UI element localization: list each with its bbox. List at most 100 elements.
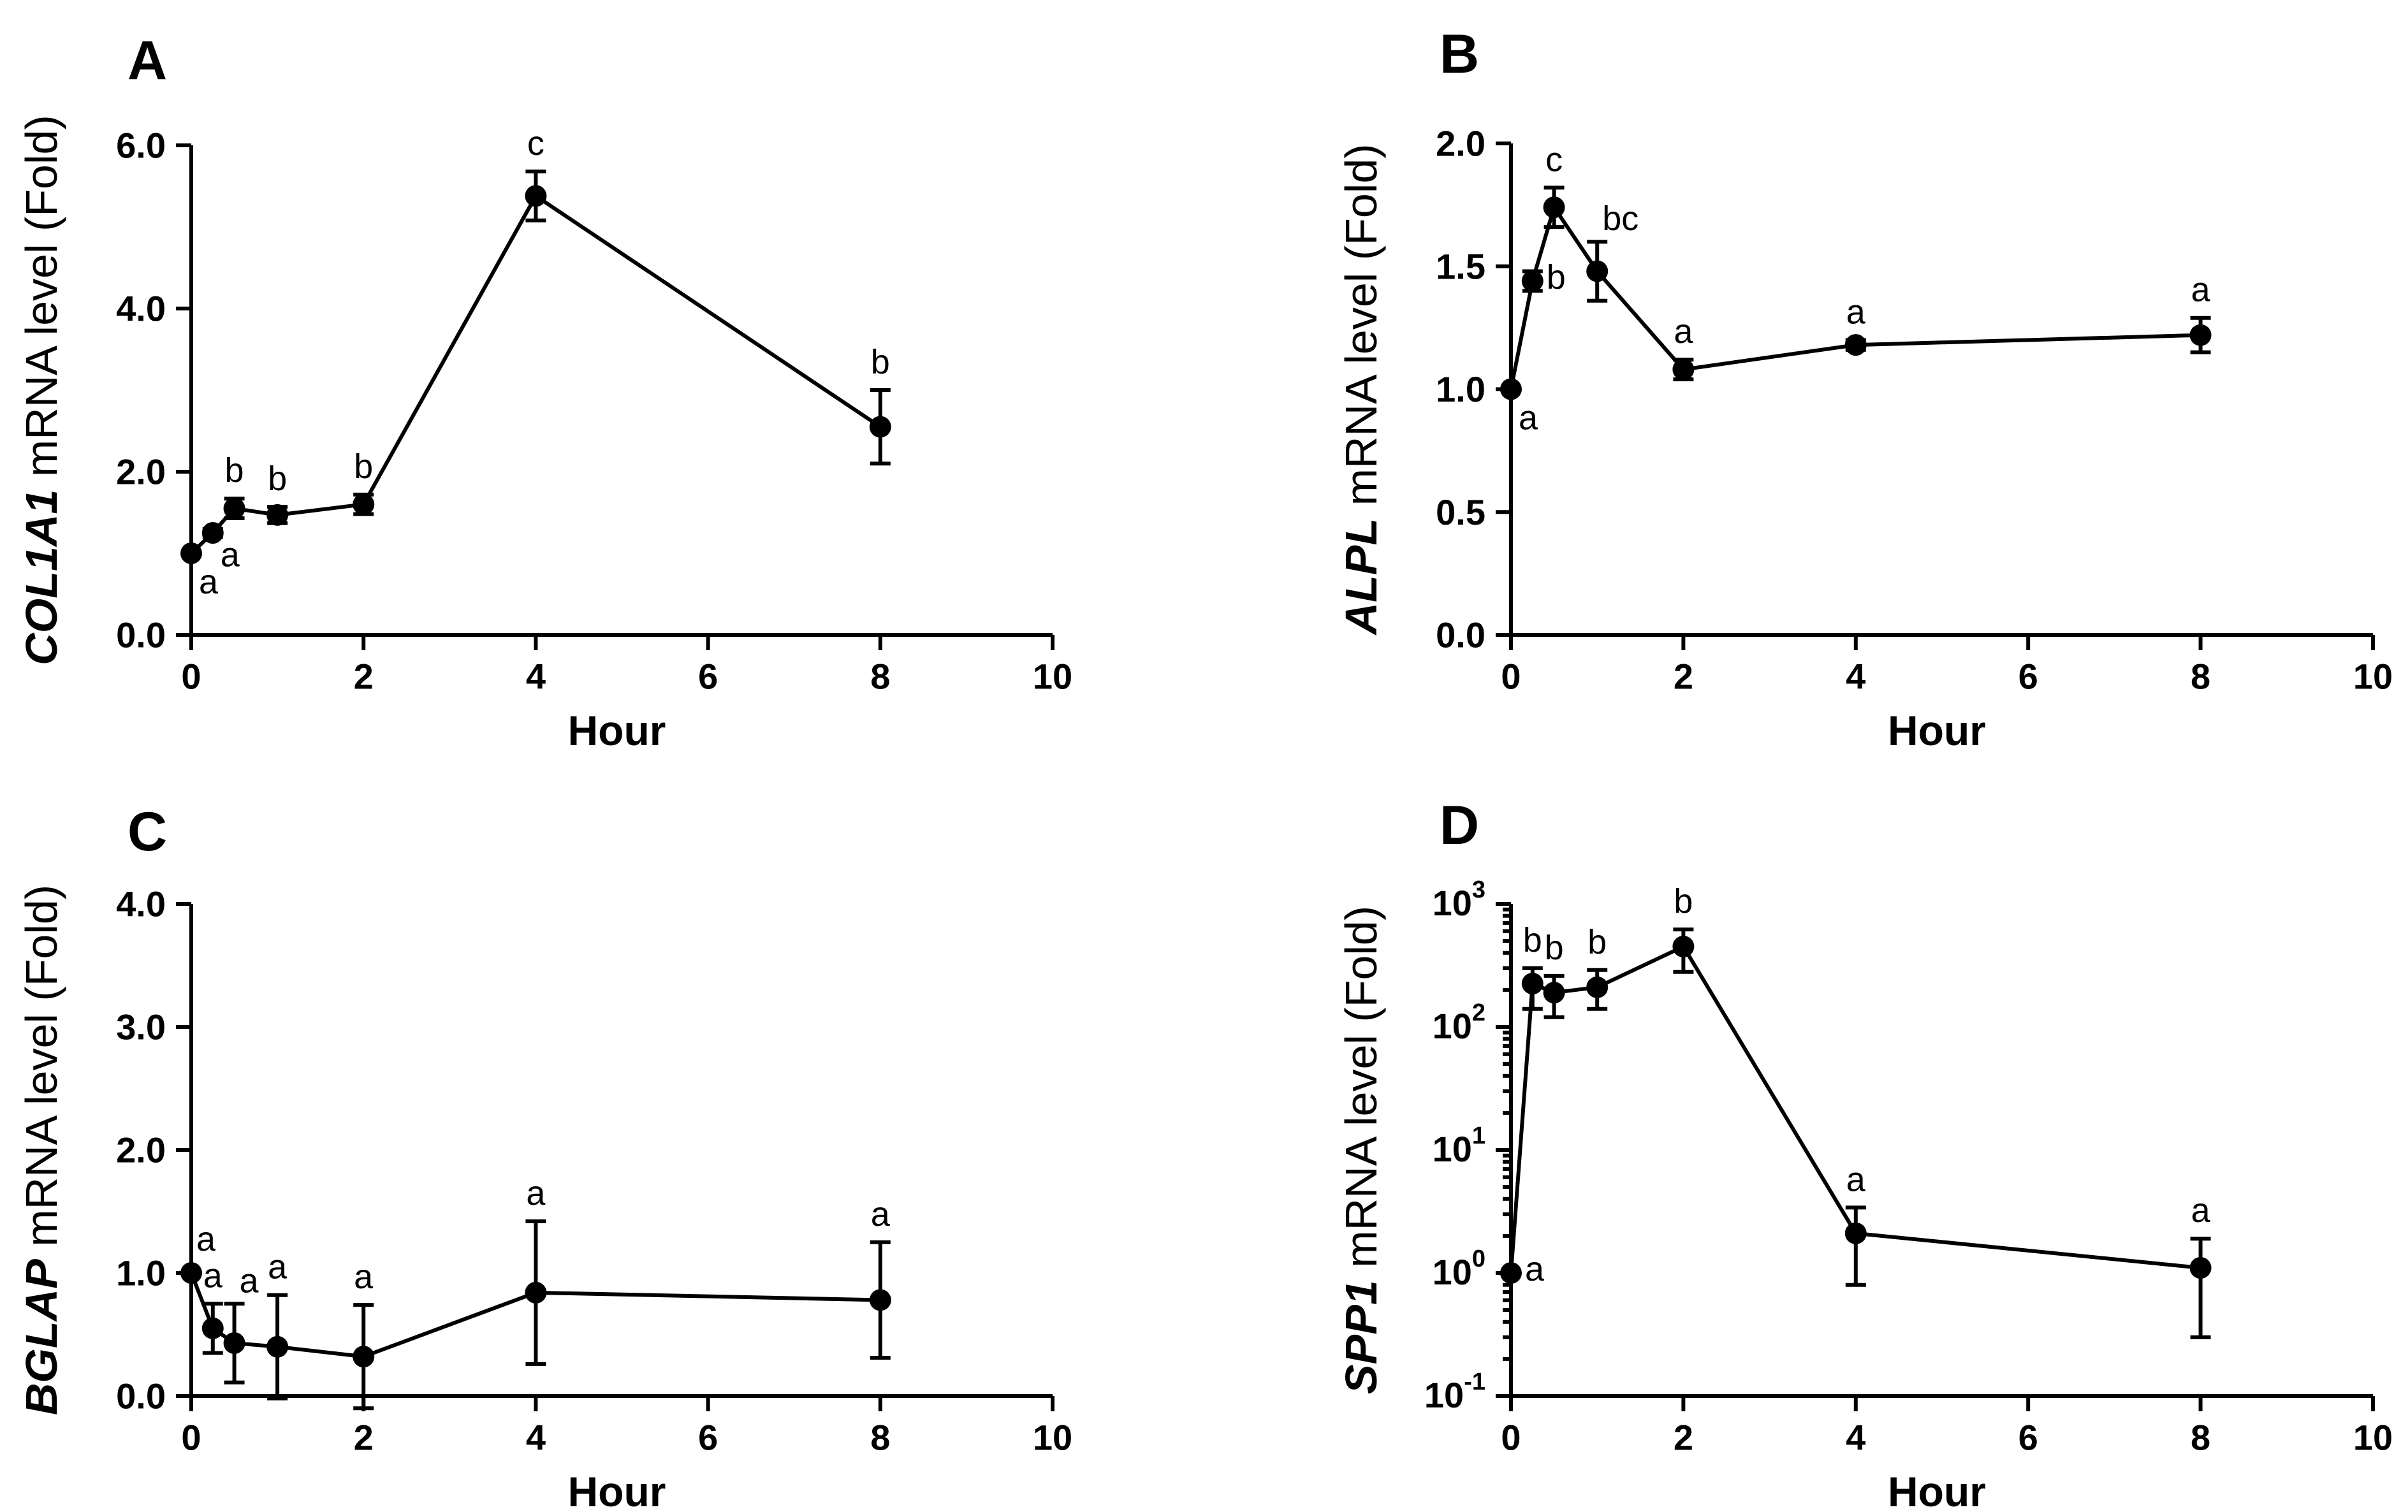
- y-axis-title: BGLAP mRNA level (Fold): [17, 885, 66, 1415]
- x-tick-label: 4: [1846, 657, 1865, 697]
- data-point: [1586, 260, 1609, 282]
- series-line: [189, 194, 882, 555]
- x-tick-label: 6: [2018, 657, 2038, 697]
- x-tick-label: 2: [1674, 657, 1693, 697]
- data-point: [1672, 935, 1695, 957]
- data-point: [1500, 1262, 1522, 1284]
- significance-label: a: [221, 535, 240, 574]
- significance-label: a: [1519, 399, 1538, 437]
- x-tick-label: 6: [698, 1418, 718, 1458]
- y-tick-label: 4.0: [116, 884, 166, 924]
- panel-letter: B: [1440, 24, 1479, 85]
- panel-letter: A: [128, 30, 167, 91]
- y-tick-label: 1.5: [1436, 246, 1485, 286]
- data-point: [180, 1262, 202, 1284]
- x-tick-label: 0: [181, 657, 201, 697]
- data-point: [266, 1335, 289, 1358]
- y-axis-title: COL1A1 mRNA level (Fold): [17, 115, 66, 665]
- x-tick-label: 6: [2018, 1418, 2038, 1458]
- x-tick-label: 0: [1501, 657, 1521, 697]
- y-tick-label: 103: [1433, 876, 1485, 923]
- x-tick-label: 2: [354, 1418, 374, 1458]
- data-point: [869, 416, 891, 438]
- panel-letter: C: [128, 801, 167, 862]
- significance-label: b: [268, 460, 287, 498]
- x-tick-label: 4: [526, 657, 546, 697]
- significance-label: a: [268, 1248, 288, 1286]
- x-tick-label: 0: [181, 1418, 201, 1458]
- x-tick-label: 8: [870, 1418, 890, 1458]
- data-point: [1672, 358, 1695, 381]
- error-bar: [1845, 1205, 1866, 1287]
- significance-label: a: [2191, 1191, 2211, 1230]
- data-point: [1844, 1222, 1867, 1244]
- significance-label: a: [526, 1174, 546, 1212]
- x-axis-title: Hour: [568, 1468, 666, 1512]
- significance-label: a: [203, 1256, 223, 1295]
- data-point: [266, 504, 289, 526]
- x-tick-label: 8: [2191, 657, 2210, 697]
- x-axis-title: Hour: [568, 707, 666, 754]
- y-axis-title: SPP1 mRNA level (Fold): [1336, 906, 1386, 1394]
- significance-label: a: [1674, 312, 1693, 351]
- y-tick-label: 10-1: [1424, 1369, 1485, 1415]
- x-tick-label: 10: [2353, 657, 2393, 697]
- data-point: [223, 1332, 245, 1355]
- significance-label: c: [1545, 140, 1563, 178]
- y-tick-label: 4.0: [116, 289, 166, 329]
- y-tick-label: 0.0: [116, 615, 166, 655]
- x-tick-label: 8: [870, 657, 890, 697]
- x-tick-label: 4: [526, 1418, 546, 1458]
- significance-label: b: [1547, 258, 1566, 296]
- y-tick-label: 2.0: [1436, 124, 1485, 164]
- panel-letter: D: [1440, 795, 1479, 856]
- data-point: [525, 185, 547, 207]
- y-tick-label: 0.0: [116, 1376, 166, 1416]
- y-axis-title: ALPL mRNA level (Fold): [1336, 143, 1386, 636]
- data-point: [869, 1289, 891, 1311]
- y-tick-label: 1.0: [116, 1253, 166, 1293]
- x-tick-label: 10: [2353, 1418, 2393, 1458]
- data-point: [1543, 982, 1565, 1004]
- data-point: [1521, 270, 1543, 292]
- significance-label: b: [1674, 882, 1693, 920]
- data-point: [353, 493, 375, 516]
- x-tick-label: 8: [2191, 1418, 2210, 1458]
- data-point: [2189, 324, 2212, 346]
- significance-label: a: [871, 1195, 891, 1233]
- x-axis-title: Hour: [1888, 1468, 1986, 1512]
- x-tick-label: 10: [1033, 1418, 1072, 1458]
- data-point: [201, 1317, 224, 1339]
- data-point: [353, 1346, 375, 1368]
- significance-label: a: [240, 1261, 259, 1300]
- data-point: [1521, 973, 1543, 995]
- y-tick-label: 2.0: [116, 1130, 166, 1170]
- x-tick-label: 2: [1674, 1418, 1693, 1458]
- significance-label: a: [1846, 1160, 1866, 1198]
- significance-label: bc: [1602, 200, 1638, 238]
- significance-label: b: [354, 447, 373, 486]
- significance-label: a: [1525, 1250, 1545, 1288]
- data-point: [525, 1281, 547, 1304]
- significance-label: b: [871, 343, 890, 381]
- data-point: [2189, 1257, 2212, 1279]
- panel-b: B 0 2 4 6 8 10 0.0 0.5 1.0 1.5 2.0 Hour ALPL mRNA lev…: [1336, 24, 2393, 754]
- data-point: [1844, 334, 1867, 356]
- significance-label: a: [196, 1220, 216, 1258]
- panel-a: A 0 2 4 6 8 10 0.0 2.0 4.0 6.0 Hour COL1A1 mRNA leve…: [17, 30, 1072, 754]
- data-point: [180, 542, 202, 564]
- y-tick-label: 0.0: [1436, 615, 1485, 655]
- significance-label: b: [1523, 921, 1542, 959]
- significance-label: c: [527, 124, 544, 163]
- significance-label: a: [199, 563, 219, 601]
- y-tick-label: 3.0: [116, 1007, 166, 1047]
- x-axis-title: Hour: [1888, 707, 1986, 754]
- panel-d: D 0 2 4 6 8 10 10-1 100 101 102 103 Hour SPP1 mRNA le…: [1336, 795, 2393, 1512]
- significance-label: b: [1587, 923, 1607, 961]
- significance-label: b: [225, 451, 244, 490]
- x-tick-label: 4: [1846, 1418, 1865, 1458]
- data-point: [1543, 196, 1565, 219]
- significance-label: a: [2191, 271, 2211, 309]
- data-point: [1500, 378, 1522, 400]
